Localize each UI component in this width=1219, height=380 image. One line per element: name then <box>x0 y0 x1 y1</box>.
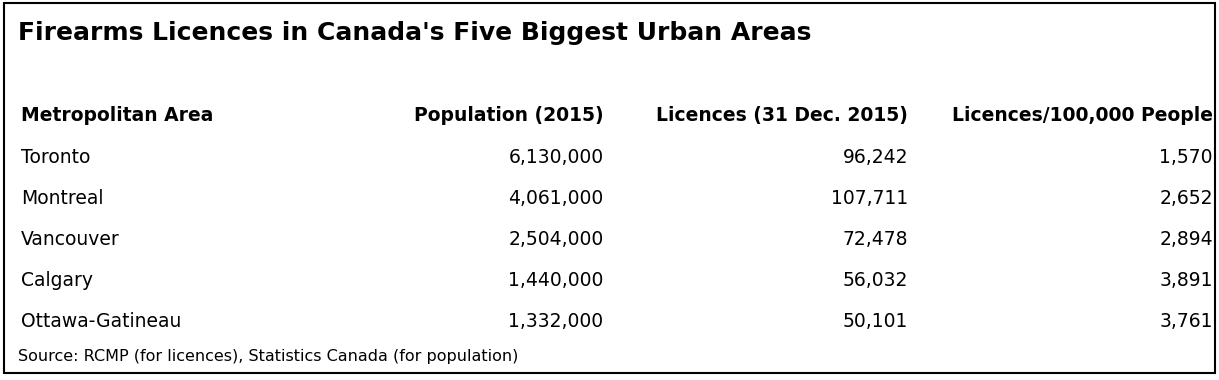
Text: 2,652: 2,652 <box>1159 189 1213 208</box>
Text: Source: RCMP (for licences), Statistics Canada (for population): Source: RCMP (for licences), Statistics … <box>18 349 518 364</box>
Text: Firearms Licences in Canada's Five Biggest Urban Areas: Firearms Licences in Canada's Five Bigge… <box>18 21 812 45</box>
Text: 107,711: 107,711 <box>831 189 908 208</box>
Text: 1,440,000: 1,440,000 <box>508 271 603 290</box>
Text: 72,478: 72,478 <box>842 230 908 249</box>
Text: 96,242: 96,242 <box>842 148 908 167</box>
Text: 1,570: 1,570 <box>1159 148 1213 167</box>
Text: 3,891: 3,891 <box>1159 271 1213 290</box>
Text: Vancouver: Vancouver <box>21 230 119 249</box>
Text: 6,130,000: 6,130,000 <box>508 148 603 167</box>
Text: Calgary: Calgary <box>21 271 93 290</box>
Text: Licences (31 Dec. 2015): Licences (31 Dec. 2015) <box>656 106 908 125</box>
Text: 50,101: 50,101 <box>842 312 908 331</box>
Text: 56,032: 56,032 <box>842 271 908 290</box>
Text: Licences/100,000 People: Licences/100,000 People <box>952 106 1213 125</box>
Text: Montreal: Montreal <box>21 189 104 208</box>
Text: 1,332,000: 1,332,000 <box>508 312 603 331</box>
Text: Toronto: Toronto <box>21 148 90 167</box>
Text: 2,504,000: 2,504,000 <box>508 230 603 249</box>
Text: Ottawa-Gatineau: Ottawa-Gatineau <box>21 312 182 331</box>
Text: 4,061,000: 4,061,000 <box>508 189 603 208</box>
Text: 2,894: 2,894 <box>1159 230 1213 249</box>
Text: Metropolitan Area: Metropolitan Area <box>21 106 213 125</box>
Text: 3,761: 3,761 <box>1159 312 1213 331</box>
Text: Population (2015): Population (2015) <box>413 106 603 125</box>
